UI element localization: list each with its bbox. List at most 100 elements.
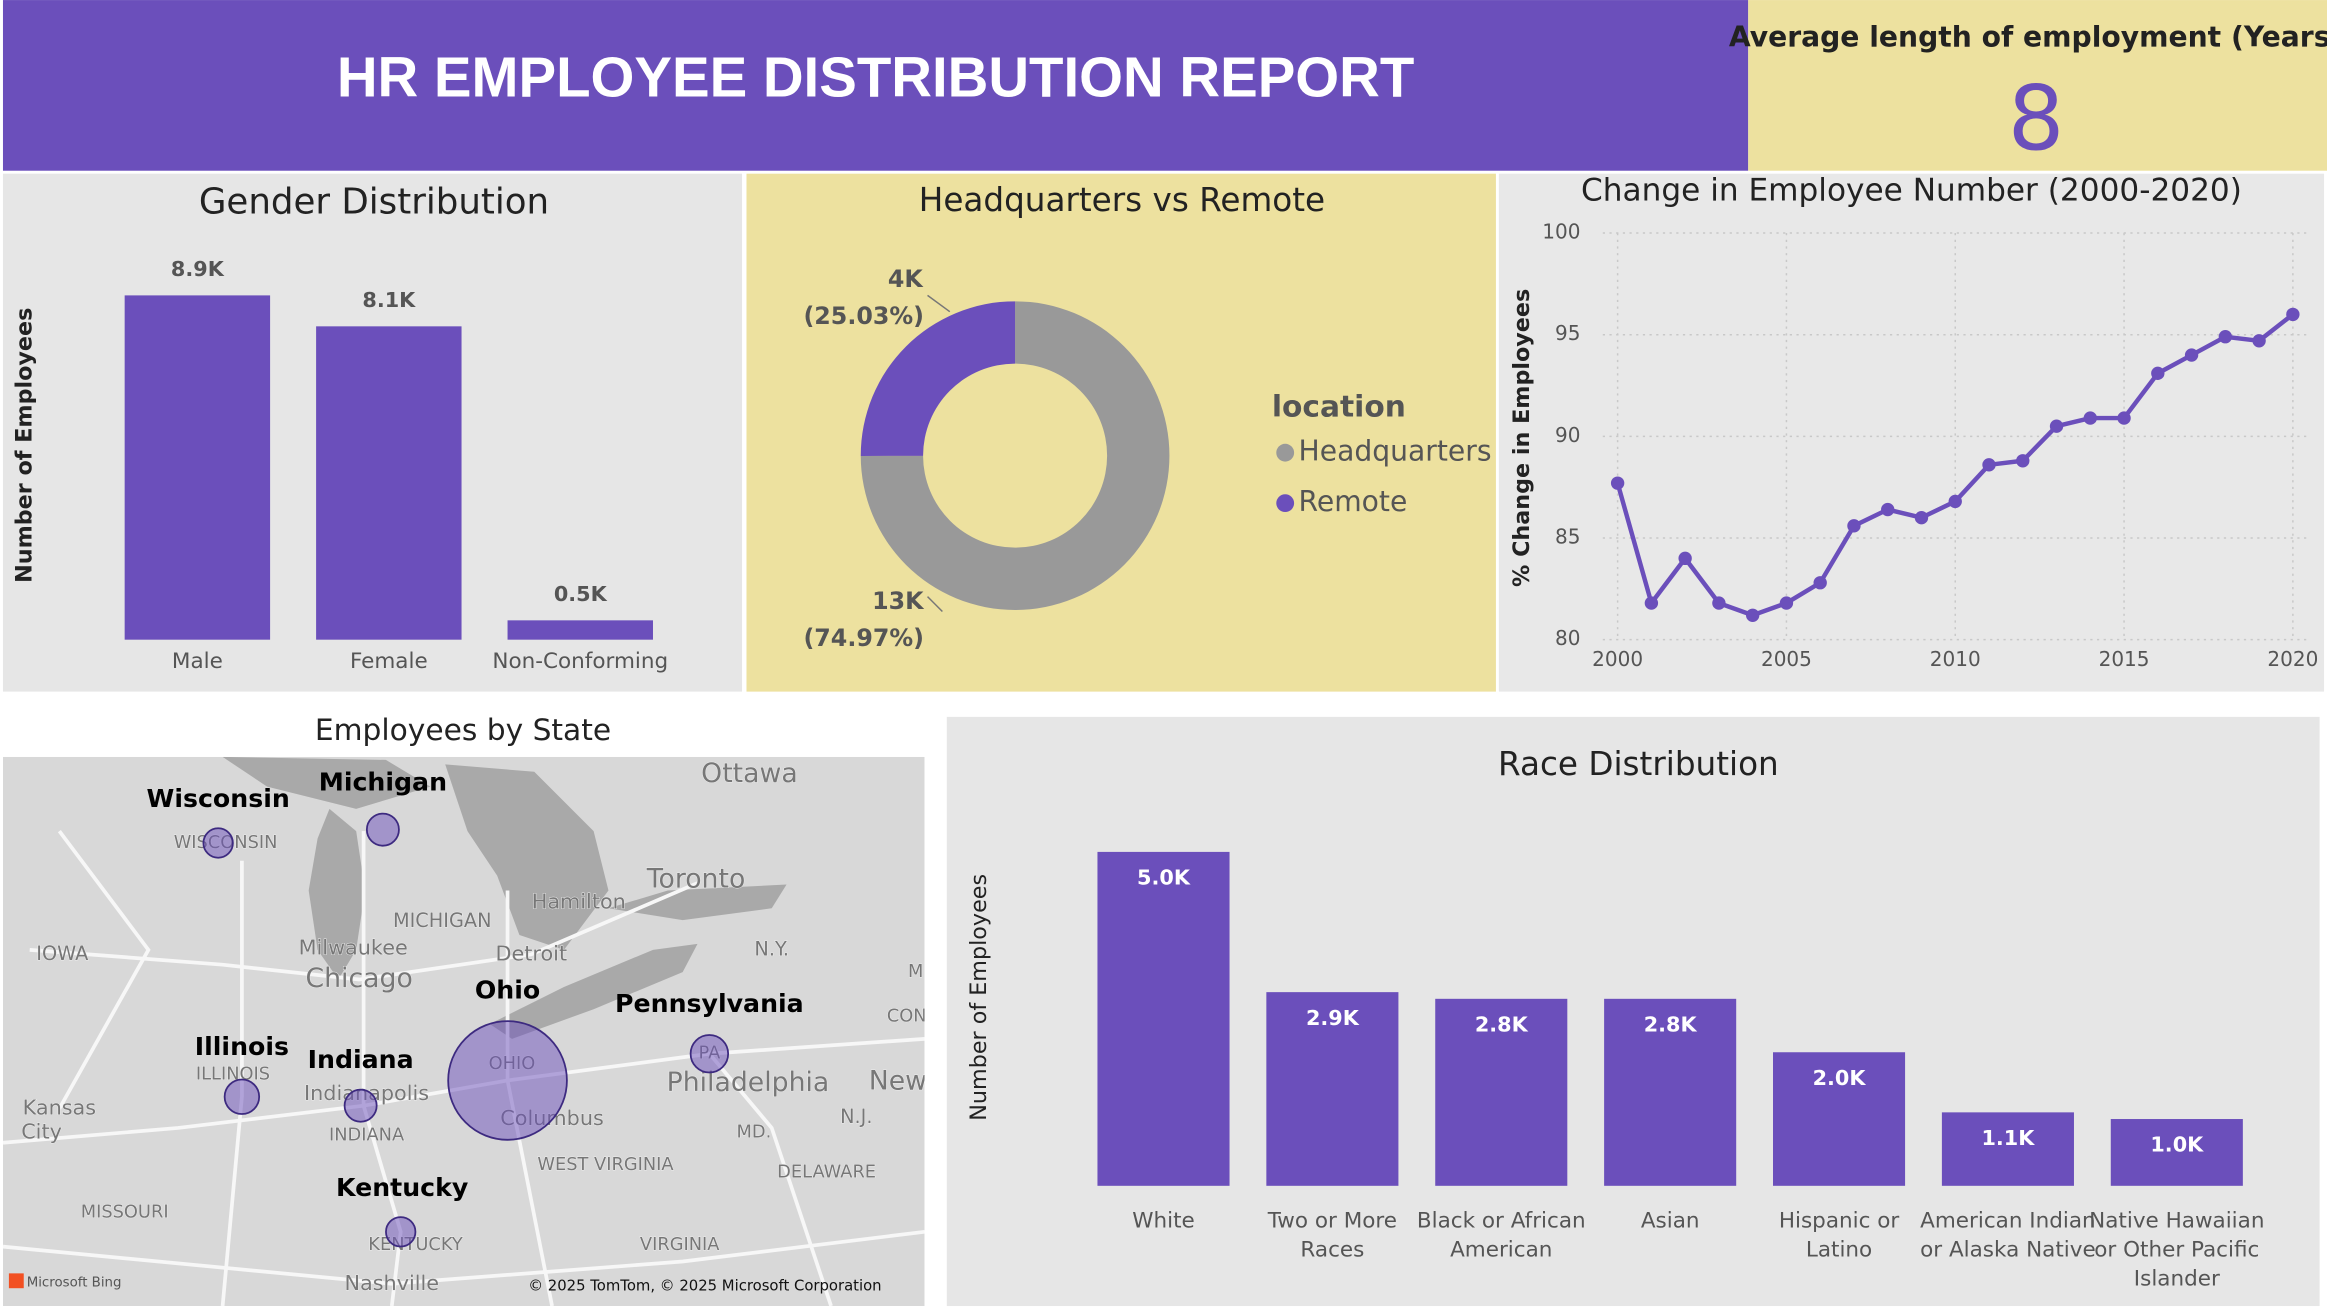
point <box>1982 458 1996 472</box>
value-label: 5.0K <box>1137 866 1191 890</box>
y-axis-label: Number of Employees <box>12 308 38 583</box>
bar <box>124 295 271 640</box>
donut-slice <box>860 301 1016 456</box>
bar <box>1604 998 1737 1186</box>
x-tick-label: Islander <box>2134 1266 2220 1291</box>
bubble <box>689 1034 730 1074</box>
x-tick-label: Latino <box>1806 1237 1872 1262</box>
header-title: HR EMPLOYEE DISTRIBUTION REPORT <box>337 46 1414 109</box>
percent-label: (74.97%) <box>803 624 924 652</box>
place-label: KENTUCKY <box>368 1234 463 1255</box>
point <box>1678 551 1692 566</box>
value-label: 1.0K <box>2150 1133 2204 1157</box>
bar <box>2110 1119 2243 1186</box>
place-label: Ottawa <box>701 758 798 789</box>
value-label: 8.9K <box>171 257 225 281</box>
bar <box>1941 1112 2074 1186</box>
point <box>2083 411 2097 425</box>
place-label: DELAWARE <box>777 1161 876 1182</box>
x-tick-label: or Alaska Native <box>1920 1237 2096 1262</box>
bar <box>507 620 653 640</box>
bubble <box>343 1088 378 1123</box>
kpi-label: Average length of employment (Years) <box>1729 21 2327 54</box>
place-label: N.Y. <box>754 937 789 960</box>
place-label: CON <box>887 1006 927 1027</box>
map-land <box>2 756 925 1307</box>
panel <box>1498 173 2325 692</box>
legend-label: Remote <box>1299 485 1408 518</box>
roads <box>2 830 925 1307</box>
x-tick-label: American <box>1450 1237 1552 1262</box>
x-tick-label: or Other Pacific <box>2094 1237 2259 1262</box>
x-tick-label: Hispanic or <box>1779 1208 1900 1233</box>
kpi-bg <box>1748 0 2327 171</box>
place-label: MISSOURI <box>81 1202 169 1223</box>
point <box>1712 596 1726 610</box>
place-label: Chicago <box>305 963 412 994</box>
place-label: N.J. <box>840 1105 872 1128</box>
y-tick-label: 90 <box>1555 423 1580 447</box>
place-label: Hamilton <box>532 889 626 913</box>
place-label: IOWA <box>36 942 89 965</box>
lake <box>445 764 609 950</box>
bing-logo <box>8 1273 24 1289</box>
place-label: Nashville <box>344 1271 439 1295</box>
map <box>2 756 925 1307</box>
x-tick-label: 2005 <box>1761 647 1812 671</box>
value-label: 13K <box>872 587 925 615</box>
bubble <box>447 1020 568 1141</box>
point <box>2184 348 2199 362</box>
attribution: © 2025 TomTom, © 2025 Microsoft Corporat… <box>528 1278 881 1295</box>
place-label: Toronto <box>646 864 746 895</box>
place-label: Detroit <box>495 941 567 965</box>
point <box>2016 454 2030 468</box>
x-tick-label: Races <box>1300 1237 1364 1262</box>
bubble <box>385 1216 417 1248</box>
x-tick-label: 2015 <box>2099 647 2150 671</box>
y-axis-label: % Change in Employees <box>1509 289 1535 587</box>
x-tick-label: White <box>1132 1208 1195 1233</box>
place-label: VIRGINIA <box>640 1234 720 1255</box>
x-tick-label: 2000 <box>1592 647 1643 671</box>
point <box>2151 366 2165 381</box>
state-label: Kentucky <box>336 1173 468 1202</box>
value-label: 1.1K <box>1981 1126 2035 1150</box>
value-label: 2.0K <box>1813 1066 1867 1090</box>
x-tick-label: 2020 <box>2267 647 2318 671</box>
map-labels: Ottawa Toronto Hamilton MICHIGAN Milwaukee Ch… <box>8 758 927 1295</box>
bar <box>1097 851 1230 1186</box>
value-label: 2.8K <box>1475 1013 1529 1037</box>
x-tick-label: American Indian <box>1920 1208 2096 1233</box>
state-label: Wisconsin <box>147 784 290 813</box>
legend-title: location <box>1272 389 1406 424</box>
place-label: City <box>21 1119 62 1143</box>
lake <box>608 884 787 921</box>
state-label: Illinois <box>195 1032 289 1061</box>
y-tick-label: 95 <box>1555 321 1580 345</box>
point <box>1914 511 1929 525</box>
point <box>2117 411 2131 425</box>
value-label: 4K <box>888 265 925 293</box>
place-label: WEST VIRGINIA <box>537 1154 674 1175</box>
point <box>1610 476 1625 490</box>
place-label: MICHIGAN <box>393 909 492 932</box>
bar <box>316 326 462 640</box>
point <box>1948 494 1962 509</box>
y-axis-label: Number of Employees <box>966 874 992 1121</box>
chart-title: Gender Distribution <box>199 181 549 222</box>
bubble <box>365 812 400 847</box>
point <box>2049 419 2064 433</box>
value-label: 8.1K <box>362 288 416 312</box>
place-label: ILLINOIS <box>196 1064 270 1085</box>
place-label: M <box>908 961 923 982</box>
legend-swatch <box>1276 443 1295 462</box>
bubble <box>202 827 234 859</box>
y-tick-label: 80 <box>1555 626 1580 650</box>
legend-label: Headquarters <box>1299 435 1492 468</box>
legend-swatch <box>1276 494 1295 513</box>
place-label: Philadelphia <box>667 1067 830 1098</box>
value-label: 2.8K <box>1644 1013 1698 1037</box>
percent-label: (25.03%) <box>803 302 924 330</box>
donut-slice <box>860 301 1170 610</box>
point <box>1644 596 1659 610</box>
